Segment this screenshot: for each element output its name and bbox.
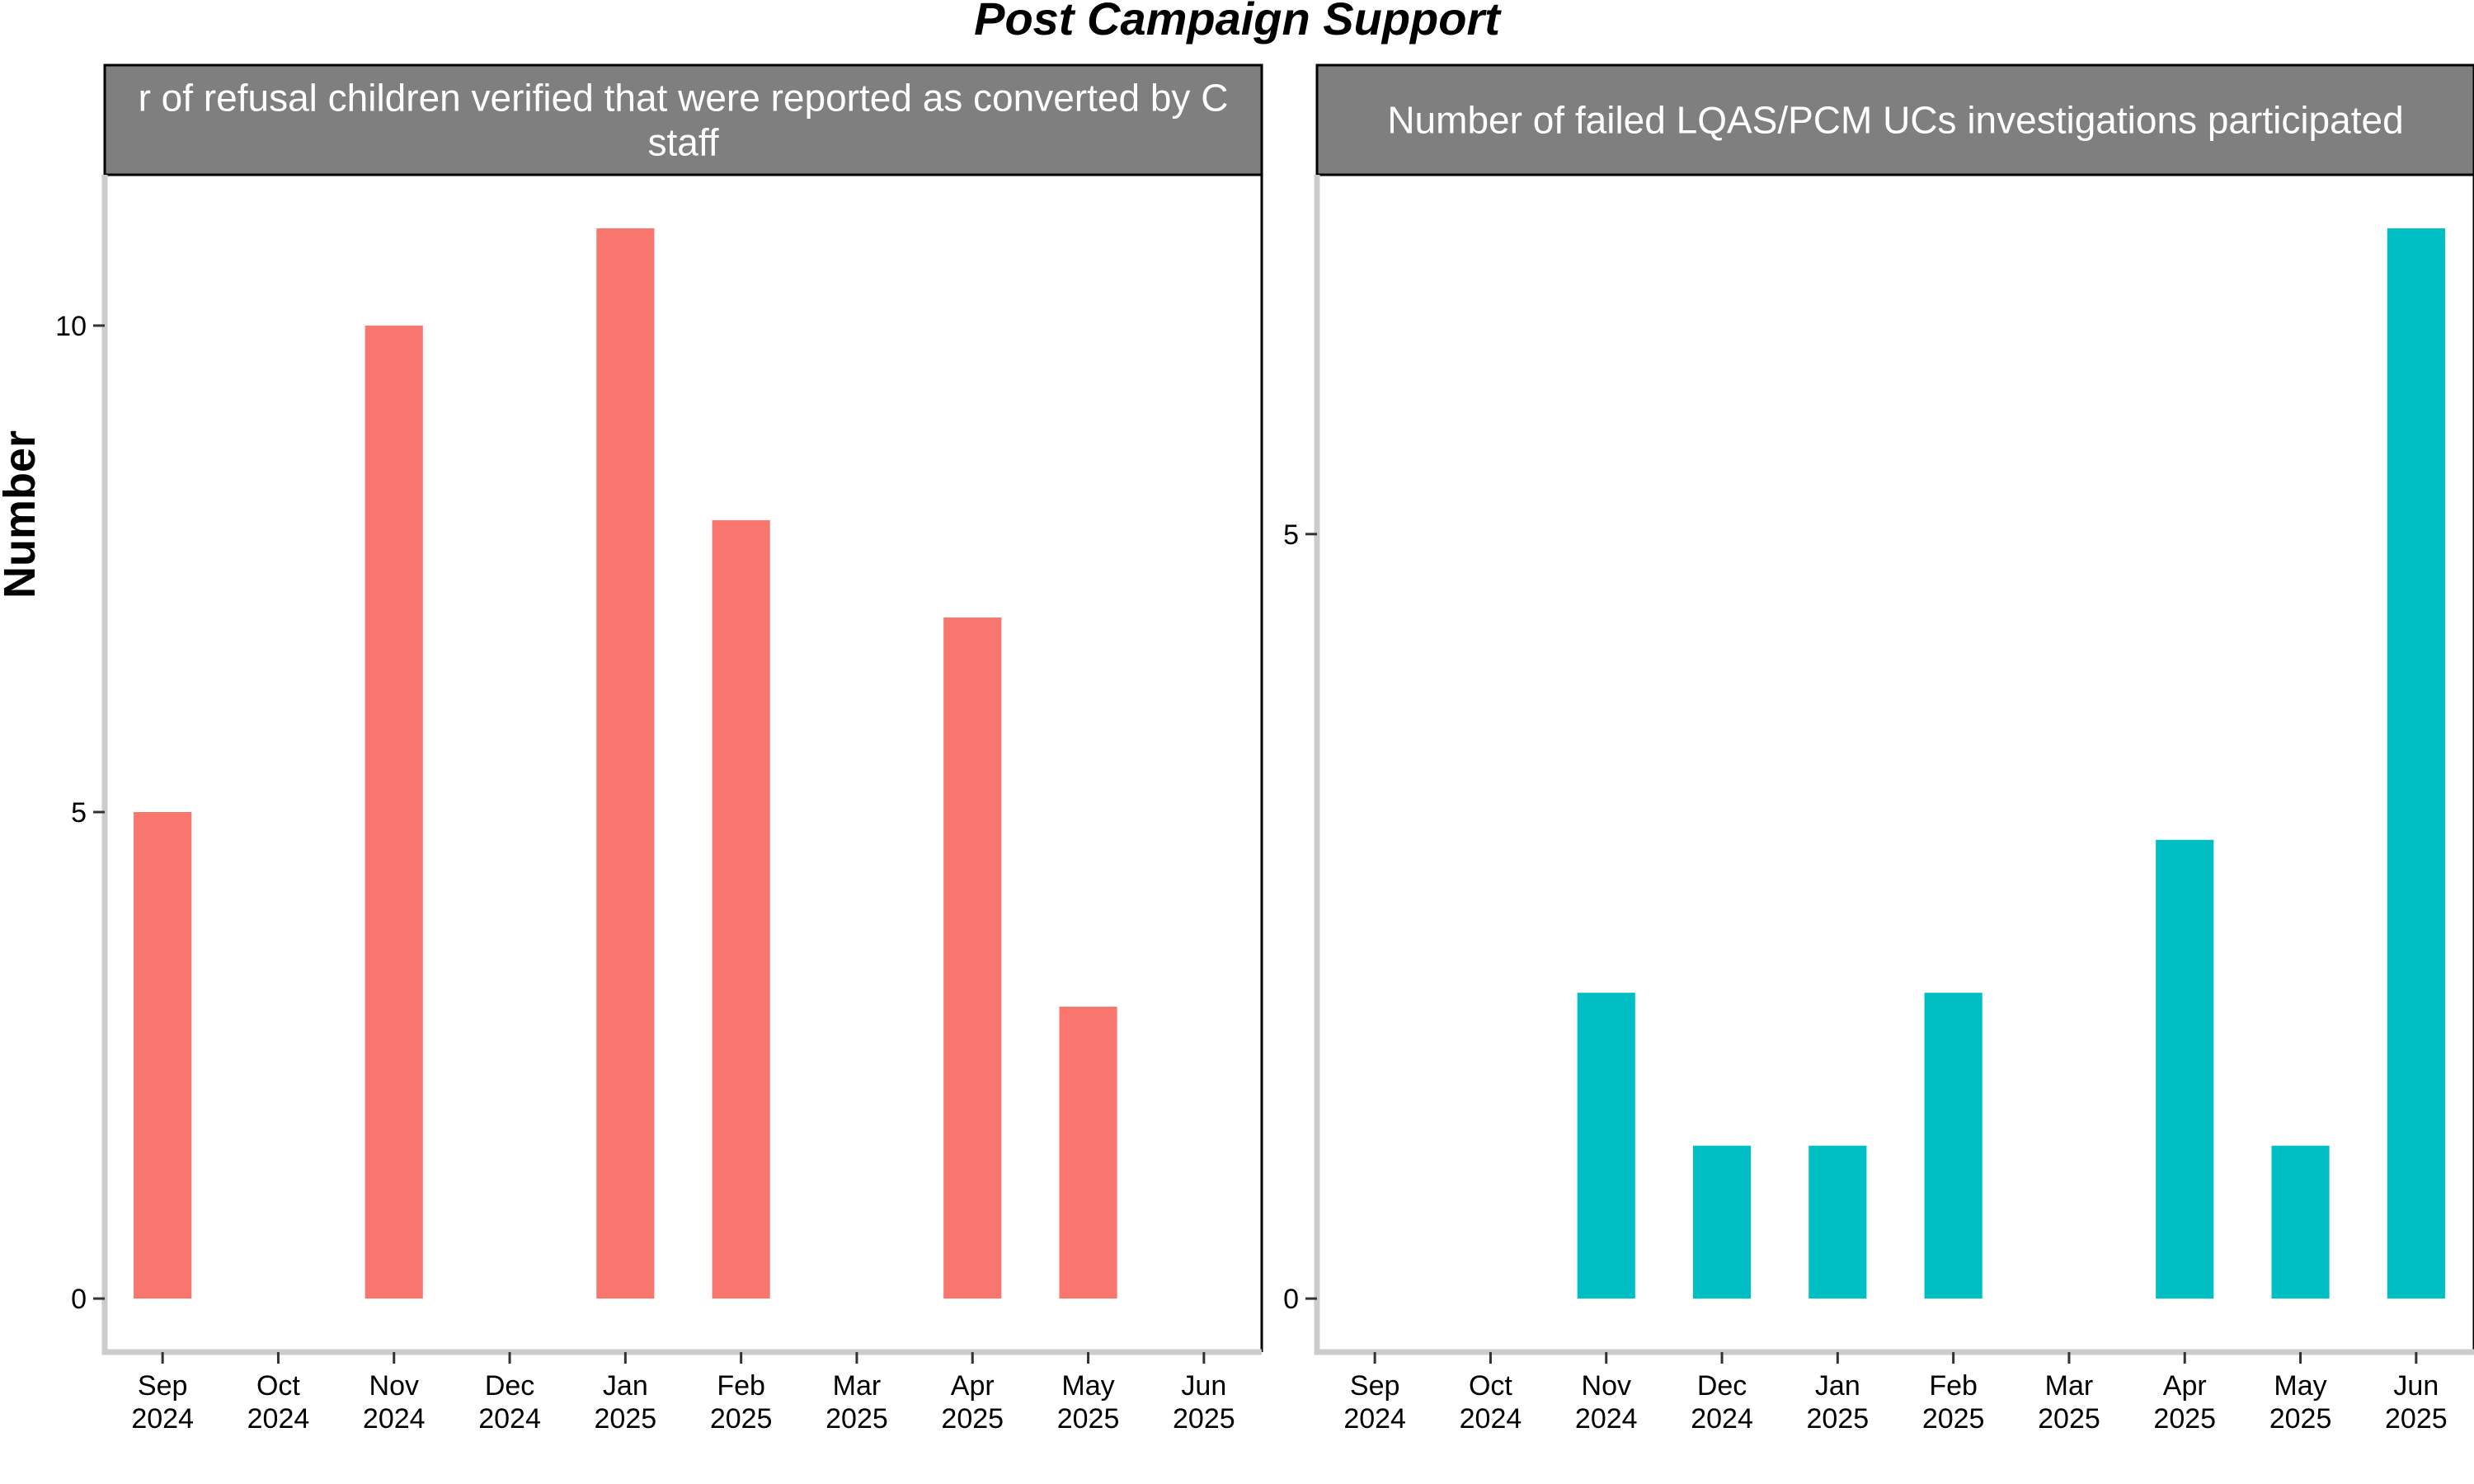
x-tick-label: 2024 (1691, 1403, 1753, 1435)
x-tick-label: 2025 (2269, 1403, 2332, 1435)
x-tick-label: May (2274, 1370, 2326, 1402)
y-tick-label: 5 (71, 797, 87, 829)
bar-feb-2025 (712, 519, 770, 1299)
bar-sep-2024 (134, 812, 192, 1299)
bar-jun-2025 (2387, 228, 2445, 1299)
x-tick-label: 2024 (1460, 1403, 1522, 1435)
x-tick-label: May (1061, 1370, 1114, 1402)
x-tick-label: Sep (1350, 1370, 1400, 1402)
bar-jan-2025 (1808, 1145, 1867, 1299)
x-tick-label: 2025 (2038, 1403, 2100, 1435)
x-tick-label: Nov (369, 1370, 419, 1402)
panel-1-strip-text: r of refusal children verified that were… (139, 77, 1229, 120)
x-tick-label: Jun (1181, 1370, 1226, 1402)
x-tick-label: 2024 (478, 1403, 541, 1435)
y-tick-label: 0 (1283, 1284, 1299, 1315)
bar-nov-2024 (365, 325, 423, 1299)
y-tick-label: 0 (71, 1284, 87, 1315)
bar-jan-2025 (596, 228, 655, 1299)
x-tick-label: Apr (951, 1370, 995, 1402)
x-tick-label: 2025 (1807, 1403, 1870, 1435)
x-tick-label: Jan (1815, 1370, 1860, 1402)
panel-2: Number of failed LQAS/PCM UCs investigat… (1283, 63, 2474, 1435)
bar-apr-2025 (943, 617, 1002, 1299)
x-tick-label: Mar (2045, 1370, 2094, 1402)
panel-2-strip-text: Number of failed LQAS/PCM UCs investigat… (1387, 99, 2403, 142)
x-tick-label: Oct (256, 1370, 300, 1402)
bar-may-2025 (1059, 1007, 1117, 1299)
x-tick-label: 2025 (710, 1403, 773, 1435)
x-tick-label: Apr (2163, 1370, 2207, 1402)
x-tick-label: 2025 (941, 1403, 1004, 1435)
bar-nov-2024 (1577, 993, 1635, 1299)
panel-2-strip (1315, 63, 2474, 176)
x-tick-label: 2025 (1922, 1403, 1985, 1435)
panel-1: r of refusal children verified that were… (55, 63, 1263, 1435)
panel-1-strip-text: staff (647, 121, 718, 164)
bar-feb-2025 (1924, 993, 1982, 1299)
x-tick-label: 2024 (131, 1403, 194, 1435)
x-tick-label: 2024 (247, 1403, 310, 1435)
x-tick-label: 2025 (595, 1403, 657, 1435)
x-tick-label: Oct (1469, 1370, 1512, 1402)
bar-dec-2024 (1692, 1145, 1752, 1299)
bar-may-2025 (2271, 1145, 2330, 1299)
x-tick-label: Dec (485, 1370, 534, 1402)
bar-apr-2025 (2156, 839, 2214, 1299)
x-tick-label: 2025 (1173, 1403, 1235, 1435)
x-tick-label: Sep (138, 1370, 188, 1402)
x-tick-label: Feb (1929, 1370, 1978, 1402)
x-tick-label: 2025 (2385, 1403, 2448, 1435)
x-tick-label: 2025 (825, 1403, 888, 1435)
x-tick-label: Jun (2393, 1370, 2439, 1402)
y-tick-label: 10 (55, 311, 87, 342)
y-tick-label: 5 (1283, 519, 1299, 551)
x-tick-label: 2025 (1057, 1403, 1120, 1435)
x-tick-label: 2025 (2153, 1403, 2216, 1435)
x-tick-label: 2024 (1575, 1403, 1638, 1435)
x-tick-label: 2024 (1343, 1403, 1406, 1435)
x-tick-label: Mar (833, 1370, 882, 1402)
x-tick-label: Feb (717, 1370, 765, 1402)
panel-1-strip (103, 63, 1263, 176)
x-tick-label: Nov (1582, 1370, 1631, 1402)
x-tick-label: Jan (603, 1370, 648, 1402)
x-tick-label: Dec (1697, 1370, 1747, 1402)
x-tick-label: 2024 (363, 1403, 426, 1435)
chart-title: Post Campaign Support (974, 0, 1500, 45)
